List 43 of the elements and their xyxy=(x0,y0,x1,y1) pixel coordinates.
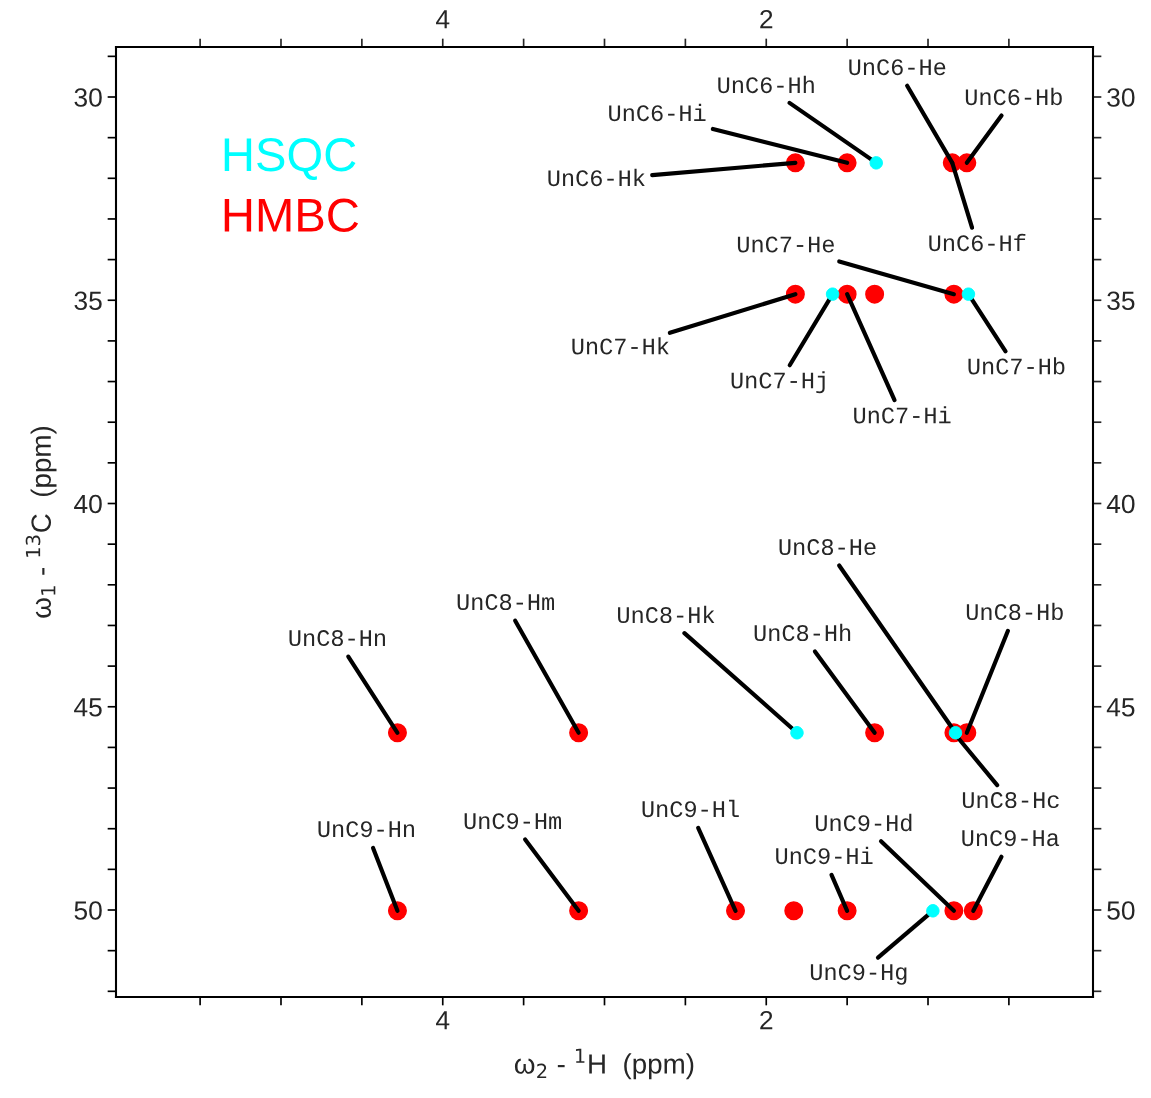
x-axis-title: ω$_{2}$ - $^{1}$H (ppm) xyxy=(514,1048,694,1080)
annotation: UnC9-Hd xyxy=(815,813,912,832)
y2-tick-label: 50 xyxy=(1107,901,1135,920)
annotation: UnC7-Hb xyxy=(968,357,1065,375)
y-tick-label: 45 xyxy=(74,698,102,717)
y2-tick-label: 40 xyxy=(1106,494,1135,514)
annotation: UnC8-Hn xyxy=(289,630,385,647)
point xyxy=(865,284,885,304)
annotation: UnC8-Hk xyxy=(618,605,715,624)
x2-tick-label: 2 xyxy=(760,9,773,29)
annotation: UnC7-Hj xyxy=(731,371,825,394)
annotation: UnC8-Hh xyxy=(754,623,851,642)
y2-tick-label: 30 xyxy=(1107,88,1135,107)
annotation: UnC6-Hk xyxy=(548,168,645,187)
y2-tick-label: 45 xyxy=(1106,698,1135,717)
annotation: UnC7-Hk xyxy=(572,337,669,355)
y-tick-label: 35 xyxy=(74,291,102,311)
annotation: UnC7-He xyxy=(737,236,834,253)
annotation: UnC9-Hi xyxy=(776,846,873,865)
annotation: UnC9-Hn xyxy=(318,821,414,838)
annotation: UnC9-Hg xyxy=(810,964,907,985)
annotation: UnC6-Hf xyxy=(929,233,1026,252)
annotation: UnC8-Hc xyxy=(962,792,1059,809)
y2-tick-label: 35 xyxy=(1107,291,1135,311)
annotation: UnC6-Hi xyxy=(609,103,706,122)
point xyxy=(784,901,804,921)
annotation: UnC8-Hm xyxy=(457,594,554,611)
y-tick-label: 40 xyxy=(74,494,102,514)
text: HMBC xyxy=(224,198,359,233)
annotation: UnC7-Hi xyxy=(854,406,951,424)
annotation: UnC8-Hb xyxy=(966,602,1063,621)
y-tick-label: 30 xyxy=(74,88,102,107)
annotation: UnC9-Hl xyxy=(642,799,739,818)
y-axis-title: ω$_{1}$ - $^{13}$C (ppm) xyxy=(25,426,57,618)
annotation: UnC9-Ha xyxy=(962,830,1060,847)
y-tick-label: 50 xyxy=(74,901,102,920)
annotation: UnC6-He xyxy=(849,59,946,76)
text: HSQC xyxy=(224,138,356,180)
annotation: UnC8-He xyxy=(779,539,876,556)
annotation: UnC6-Hb xyxy=(965,87,1062,106)
annotation: UnC9-Hm xyxy=(464,813,561,830)
annotation: UnC6-Hh xyxy=(718,75,814,94)
x2-tick-label: 4 xyxy=(436,10,450,29)
